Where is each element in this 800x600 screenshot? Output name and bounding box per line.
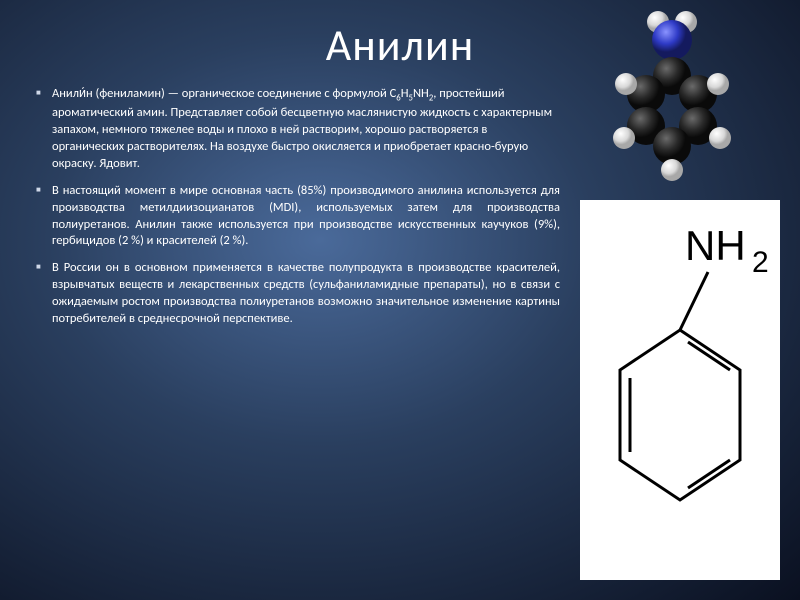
paragraph-1: Анили́н (фениламин) — органическое соеди… [36,86,560,173]
atom-h3 [613,127,635,149]
atom-h5 [661,159,683,181]
nh2-label: NH 2 [685,222,769,279]
atom-h1 [615,73,637,95]
atom-nitrogen [652,20,692,60]
atom-h2 [707,73,729,95]
molecule-3d-model [602,6,742,186]
svg-text:2: 2 [752,246,769,279]
paragraph-3: В России он в основном применяется в кач… [36,260,560,328]
benzene-ring [620,330,740,500]
atom-h4 [709,127,731,149]
svg-text:NH: NH [685,222,746,269]
text-content: Анили́н (фениламин) — органическое соеди… [0,86,560,328]
structural-formula: NH 2 [580,200,780,580]
paragraph-2: В настоящий момент в мире основная часть… [36,183,560,251]
bond-to-nh2 [680,272,708,330]
